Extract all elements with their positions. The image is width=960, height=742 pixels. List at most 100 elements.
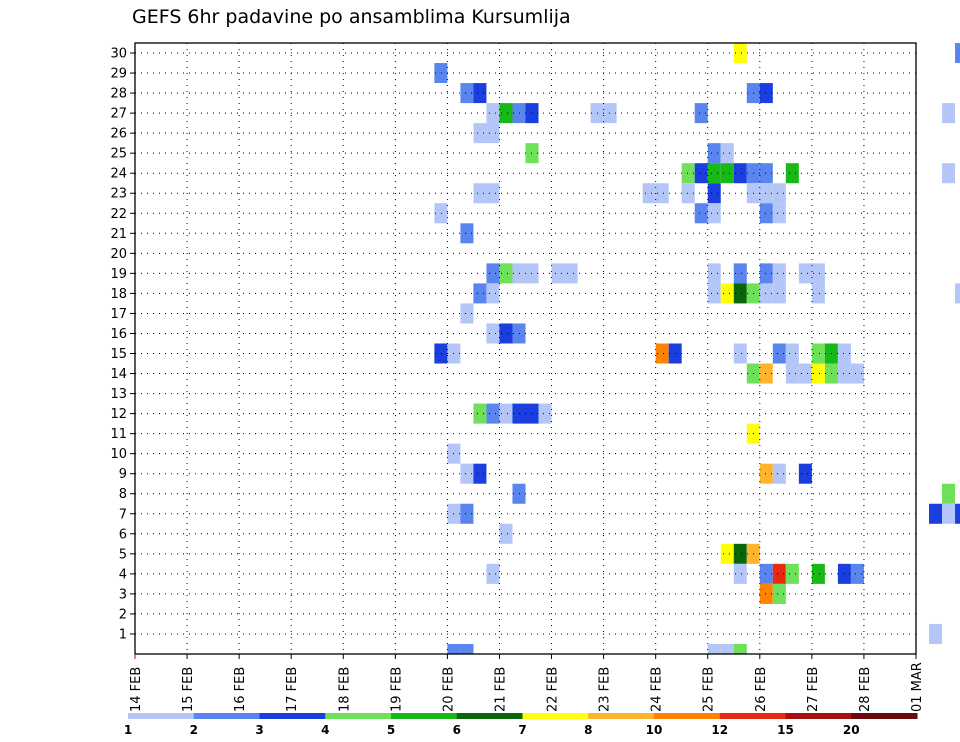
heatmap-cell: [473, 463, 487, 484]
heatmap-cell: [798, 463, 812, 484]
y-tick-label: 16: [110, 327, 127, 342]
heatmap-cell: [694, 203, 708, 224]
x-tick-label: 24 FEB: [650, 667, 665, 712]
y-tick-label: 14: [110, 367, 127, 382]
x-tick-label: 22 FEB: [546, 667, 561, 712]
heatmap-cell: [460, 643, 474, 654]
heatmap-cell: [603, 103, 617, 124]
heatmap-cell: [759, 363, 773, 384]
heatmap-cell: [434, 343, 448, 364]
legend-label: 2: [190, 723, 198, 737]
legend-swatch: [654, 713, 721, 719]
y-tick-label: 24: [110, 167, 127, 182]
legend-swatch: [719, 713, 786, 719]
heatmap-cell: [499, 323, 513, 344]
heatmap-cell: [955, 503, 960, 524]
heatmap-cell: [525, 263, 539, 284]
heatmap-cell: [460, 503, 474, 524]
heatmap-cell: [942, 483, 956, 504]
heatmap-cell: [681, 183, 695, 204]
heatmap-cell: [551, 263, 565, 284]
heatmap-cell: [538, 403, 552, 424]
y-tick-label: 1: [119, 627, 127, 642]
heatmap-cell: [785, 363, 799, 384]
heatmap-cell: [720, 163, 734, 184]
legend-label: 3: [255, 723, 263, 737]
y-tick-label: 27: [110, 107, 127, 122]
heatmap-cell: [525, 103, 539, 124]
y-tick-label: 12: [110, 407, 127, 422]
x-tick-label: 16 FEB: [233, 667, 248, 712]
heatmap-cell: [707, 163, 721, 184]
heatmap-cell: [798, 363, 812, 384]
legend-label: 1: [124, 723, 132, 737]
heatmap-cell: [486, 323, 500, 344]
heatmap-cell: [772, 203, 786, 224]
heatmap-cell: [694, 163, 708, 184]
legend-swatch: [193, 713, 260, 719]
heatmap-cell: [850, 363, 864, 384]
x-tick-label: 27 FEB: [806, 667, 821, 712]
heatmap-cell: [499, 403, 513, 424]
y-tick-label: 23: [110, 187, 127, 202]
heatmap-cell: [434, 63, 448, 84]
heatmap-cell: [525, 143, 539, 164]
heatmap-cell: [642, 183, 656, 204]
legend-label: 10: [646, 723, 663, 737]
heatmap-cell: [772, 183, 786, 204]
heatmap-cell: [512, 483, 526, 504]
heatmap-cell: [955, 283, 960, 304]
heatmap-cell: [486, 103, 500, 124]
heatmap-cell: [707, 143, 721, 164]
y-tick-label: 18: [110, 287, 127, 302]
y-tick-label: 6: [119, 527, 127, 542]
y-tick-label: 19: [110, 267, 127, 282]
y-tick-label: 22: [110, 207, 127, 222]
heatmap-cell: [720, 283, 734, 304]
x-tick-label: 28 FEB: [858, 667, 873, 712]
x-tick-label: 14 FEB: [129, 667, 144, 712]
heatmap-cell: [785, 343, 799, 364]
legend-swatch: [522, 713, 589, 719]
x-tick-label: 23 FEB: [598, 667, 613, 712]
heatmap-cell: [837, 563, 851, 584]
heatmap-cell: [772, 263, 786, 284]
heatmap-cell: [720, 143, 734, 164]
heatmap-cell: [733, 43, 747, 64]
heatmap-cell: [473, 283, 487, 304]
legend-label: 6: [453, 723, 461, 737]
heatmap-cell: [460, 83, 474, 104]
heatmap-cell: [460, 223, 474, 244]
legend-swatch: [259, 713, 326, 719]
heatmap-cell: [772, 463, 786, 484]
heatmap-cell: [512, 323, 526, 344]
heatmap-cell: [486, 403, 500, 424]
y-tick-label: 10: [110, 447, 127, 462]
legend-swatch: [128, 713, 195, 719]
heatmap-cell: [460, 303, 474, 324]
heatmap-cell: [759, 583, 773, 604]
legend-label: 7: [518, 723, 526, 737]
heatmap-cell: [929, 623, 943, 644]
heatmap-cell: [707, 283, 721, 304]
heatmap-cell: [759, 163, 773, 184]
x-tick-label: 18 FEB: [337, 667, 352, 712]
heatmap-cell: [955, 43, 960, 64]
heatmap-cell: [837, 363, 851, 384]
heatmap-cell: [733, 283, 747, 304]
heatmap-cell: [564, 263, 578, 284]
heatmap-cell: [733, 543, 747, 564]
heatmap-cell: [811, 363, 825, 384]
heatmap-cell: [772, 343, 786, 364]
heatmap-cell: [707, 263, 721, 284]
legend-swatch: [588, 713, 655, 719]
y-tick-label: 26: [110, 127, 127, 142]
heatmap-cell: [486, 123, 500, 144]
heatmap-cell: [850, 563, 864, 584]
legend-swatch: [785, 713, 852, 719]
heatmap-cell: [759, 563, 773, 584]
heatmap-cell: [772, 283, 786, 304]
y-tick-label: 20: [110, 247, 127, 262]
x-tick-label: 19 FEB: [389, 667, 404, 712]
heatmap-cell: [759, 183, 773, 204]
